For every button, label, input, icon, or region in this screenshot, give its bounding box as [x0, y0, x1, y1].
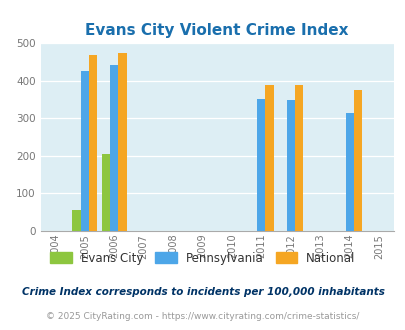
Bar: [353, 89, 361, 231]
Bar: [102, 154, 110, 231]
Bar: [345, 113, 353, 231]
Bar: [118, 53, 126, 231]
Bar: [110, 65, 118, 231]
Bar: [265, 85, 273, 231]
Bar: [257, 99, 265, 231]
Legend: Evans City, Pennsylvania, National: Evans City, Pennsylvania, National: [46, 247, 359, 269]
Bar: [81, 72, 89, 231]
Text: Crime Index corresponds to incidents per 100,000 inhabitants: Crime Index corresponds to incidents per…: [21, 287, 384, 297]
Bar: [286, 100, 294, 231]
Bar: [89, 54, 97, 231]
Bar: [72, 210, 81, 231]
Title: Evans City Violent Crime Index: Evans City Violent Crime Index: [85, 22, 348, 38]
Bar: [294, 85, 303, 231]
Text: © 2025 CityRating.com - https://www.cityrating.com/crime-statistics/: © 2025 CityRating.com - https://www.city…: [46, 312, 359, 321]
